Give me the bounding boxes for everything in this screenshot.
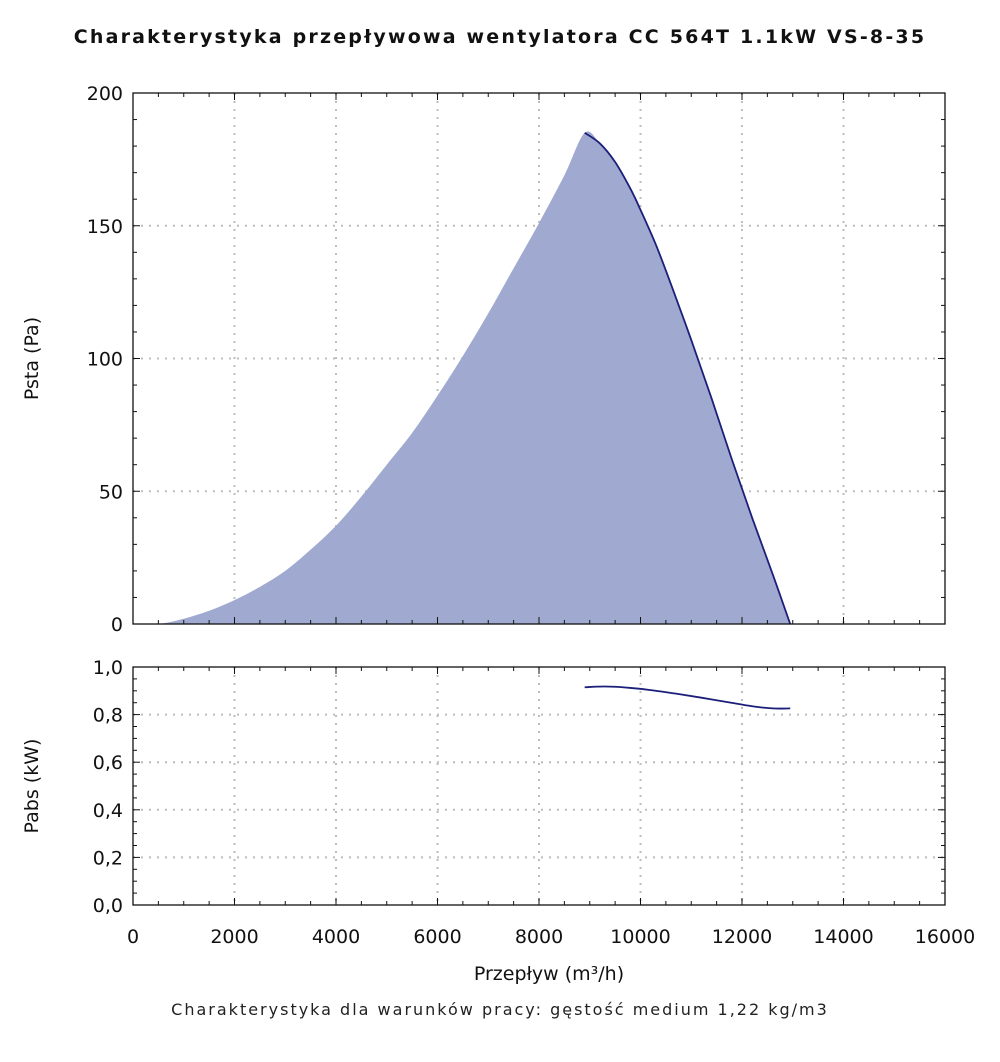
power-ytick-label: 0,2 [93,847,123,869]
chart-title: Charakterystyka przepływowa wentylatora … [73,26,927,48]
power-ytick-label: 1,0 [93,657,123,679]
pressure-ylabel: Psta (Pa) [21,317,43,400]
power-ytick-label: 0,4 [93,800,123,822]
power-xtick-label: 4000 [312,926,360,948]
pressure-ytick-label: 100 [87,349,123,371]
power-xtick-label: 8000 [515,926,563,948]
power-panel: 0,0 0,2 0,4 0,6 0,8 1,0 0 2000 4000 6000 8000 10000… [21,657,975,985]
power-ytick-label: 0,8 [93,705,123,727]
power-xtick-label: 10000 [610,926,670,948]
pressure-ytick-label: 150 [87,216,123,238]
pressure-area-fill [133,131,791,625]
power-xtick-label: 16000 [915,926,975,948]
power-series-line [584,685,791,710]
pressure-ytick-label: 50 [99,481,123,503]
power-ylabel: Pabs (kW) [21,739,43,834]
power-xtick-label: 2000 [210,926,258,948]
power-frame [132,666,946,906]
power-xtick-label: 14000 [813,926,873,948]
pressure-panel: 0 50 100 150 200 Psta (Pa) [21,83,946,636]
power-xtick-label: 12000 [712,926,772,948]
power-xtick-label: 0 [127,926,139,948]
pressure-ytick-label: 200 [87,83,123,105]
power-xlabel: Przepływ (m³/h) [474,963,624,985]
power-ytick-label: 0,6 [93,752,123,774]
chart-footnote: Charakterystyka dla warunków pracy: gęst… [171,1000,829,1019]
pressure-curve-line [584,132,792,625]
power-ytick-label: 0,0 [93,895,123,917]
pressure-ytick-label: 0 [111,614,123,636]
power-xtick-label: 6000 [413,926,461,948]
